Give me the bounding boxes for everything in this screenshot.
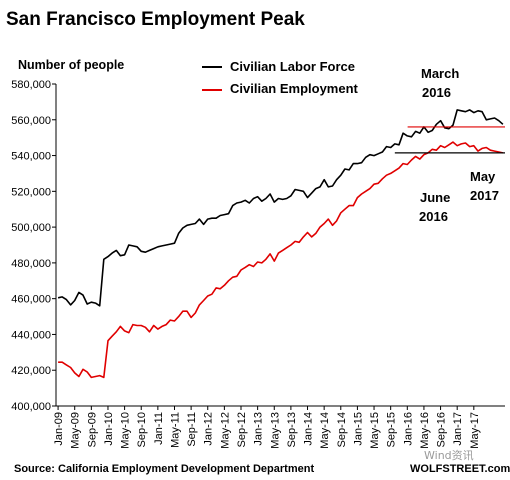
x-tick-label: Sep-10 xyxy=(136,412,148,447)
x-tick-label: Sep-15 xyxy=(386,412,398,447)
x-tick-label: Sep-11 xyxy=(186,412,198,447)
x-tick-label: May-14 xyxy=(319,412,331,449)
x-tick-label: May-12 xyxy=(219,412,231,449)
x-tick-label: Jan-13 xyxy=(253,412,265,446)
x-tick-label: Jan-17 xyxy=(452,412,464,446)
annotation-march-2016: March 2016 xyxy=(421,66,459,100)
y-tick-label: 400,000 xyxy=(11,401,51,413)
x-tick-label: Jan-15 xyxy=(352,412,364,446)
x-tick-label: Jan-11 xyxy=(153,412,165,445)
x-tick-label: Sep-09 xyxy=(86,412,98,447)
x-tick-label: May-17 xyxy=(469,412,481,449)
x-tick-label: Jan-10 xyxy=(103,412,115,446)
legend-label-labor-force: Civilian Labor Force xyxy=(230,59,355,74)
x-tick-label: Sep-12 xyxy=(236,412,248,447)
x-tick-label: Jan-14 xyxy=(303,412,315,446)
x-tick-label: May-13 xyxy=(269,412,281,449)
y-tick-label: 500,000 xyxy=(11,222,51,234)
y-tick-label: 440,000 xyxy=(11,329,51,341)
x-tick-label: May-15 xyxy=(369,412,381,449)
x-tick-label: Jan-12 xyxy=(203,412,215,446)
series-line-labor-force xyxy=(57,109,504,307)
x-tick-label: May-16 xyxy=(419,412,431,449)
annotation-march-2016-line2: 2016 xyxy=(422,85,451,100)
annotation-june-2016-line2: 2016 xyxy=(419,209,448,224)
annotation-may-2017-line2: 2017 xyxy=(470,188,499,203)
chart-title: San Francisco Employment Peak xyxy=(6,9,305,30)
series-line-employment xyxy=(58,141,504,379)
plot-area xyxy=(57,109,505,379)
y-tick-label: 460,000 xyxy=(11,294,51,306)
y-axis: 400,000 420,000 440,000 460,000 480,000 500,0… xyxy=(11,79,57,413)
y-tick-label: 480,000 xyxy=(11,258,51,270)
annotation-june-2016: June 2016 xyxy=(419,190,450,224)
x-tick-label: Jan-16 xyxy=(402,412,414,446)
y-tick-label: 420,000 xyxy=(11,365,51,377)
x-tick-label: May-10 xyxy=(120,412,132,449)
x-tick-label: Sep-13 xyxy=(286,412,298,447)
source-note: Source: California Employment Developmen… xyxy=(14,463,314,475)
annotation-may-2017-line1: May xyxy=(470,169,496,184)
y-tick-label: 540,000 xyxy=(11,151,51,163)
x-tick-label: May-11 xyxy=(169,412,181,448)
x-tick-label: Jan-09 xyxy=(53,412,65,446)
wind-watermark: Wind资讯 xyxy=(424,449,474,462)
x-tick-label: Sep-14 xyxy=(336,412,348,447)
y-tick-label: 520,000 xyxy=(11,186,51,198)
annotation-may-2017: May 2017 xyxy=(470,169,499,203)
y-tick-label: 580,000 xyxy=(11,79,51,91)
y-axis-label: Number of people xyxy=(18,58,124,72)
annotation-june-2016-line1: June xyxy=(420,190,450,205)
x-tick-label: May-09 xyxy=(70,412,82,449)
y-tick-label: 560,000 xyxy=(11,115,51,127)
legend-label-employment: Civilian Employment xyxy=(230,81,359,96)
wolfstreet-brand: WOLFSTREET.com xyxy=(410,463,510,475)
x-axis: Jan-09 May-09 Sep-09 Jan-10 May-10 Sep-10 Jan-… xyxy=(53,405,505,449)
x-tick-label: Sep-16 xyxy=(436,412,448,447)
annotation-march-2016-line1: March xyxy=(421,66,459,81)
